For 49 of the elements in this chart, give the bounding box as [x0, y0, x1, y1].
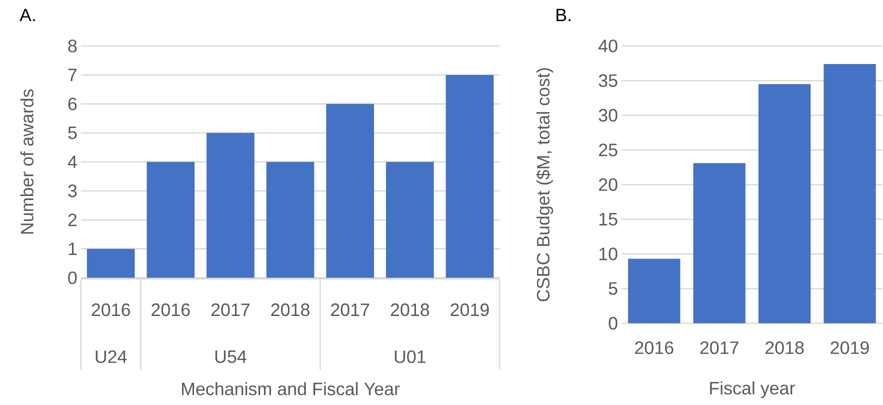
y-tick-label: 15	[599, 213, 618, 226]
y-tick-label: 6	[68, 98, 77, 110]
chart-title: B.	[556, 8, 570, 22]
x-tick-label: 2017	[331, 304, 370, 316]
y-tick-label: 0	[608, 317, 618, 330]
y-tick-label: 25	[599, 144, 618, 156]
bar	[386, 162, 434, 278]
x-axis-title: Mechanism and Fiscal Year	[182, 382, 400, 396]
x-axis-title: Fiscal year	[710, 381, 795, 398]
x-tick-label: 2017	[211, 304, 250, 316]
y-tick-label: 20	[599, 178, 618, 192]
y-axis-title: Number of awards	[20, 89, 34, 234]
x-tick-label: 2016	[92, 304, 130, 316]
bar	[206, 133, 254, 278]
bar	[326, 104, 374, 278]
bar	[693, 163, 746, 324]
y-tick-label: 5	[608, 282, 618, 295]
x-tick-label: 2018	[390, 304, 430, 316]
y-tick-label: 40	[598, 40, 618, 52]
bar	[824, 64, 876, 324]
y-tick-label: 4	[68, 156, 77, 168]
x-tick-label: 2016	[635, 342, 674, 354]
y-tick-label: 10	[599, 248, 618, 260]
y-tick-label: 8	[68, 40, 77, 52]
x-tick-label: 2017	[700, 342, 738, 354]
text: U01	[394, 350, 426, 364]
x-tick-label: 2018	[766, 342, 804, 354]
y-tick-label: 2	[68, 214, 77, 226]
y-tick-label: 30	[598, 109, 618, 122]
text: U54	[215, 350, 246, 364]
x-tick-label: 2018	[271, 304, 310, 316]
y-tick-label: 35	[598, 74, 618, 88]
y-tick-label: 1	[68, 242, 77, 256]
x-tick-label: 2016	[152, 304, 190, 316]
y-tick-label: 7	[68, 68, 77, 82]
y-tick-label: 0	[68, 272, 77, 284]
x-tick-label: 2019	[830, 342, 869, 354]
bar	[628, 258, 680, 324]
y-tick-label: 3	[68, 184, 77, 198]
x-tick-label: 2019	[450, 304, 489, 316]
text: U24	[96, 350, 127, 364]
y-tick-label: 5	[68, 126, 77, 140]
chart-title: A.	[20, 8, 35, 22]
bar	[446, 75, 494, 278]
y-axis-title: CSBC Budget ($M, total cost)	[536, 68, 554, 302]
bar	[86, 248, 135, 278]
bar	[266, 162, 314, 278]
bar	[758, 84, 811, 324]
bar	[146, 162, 195, 278]
